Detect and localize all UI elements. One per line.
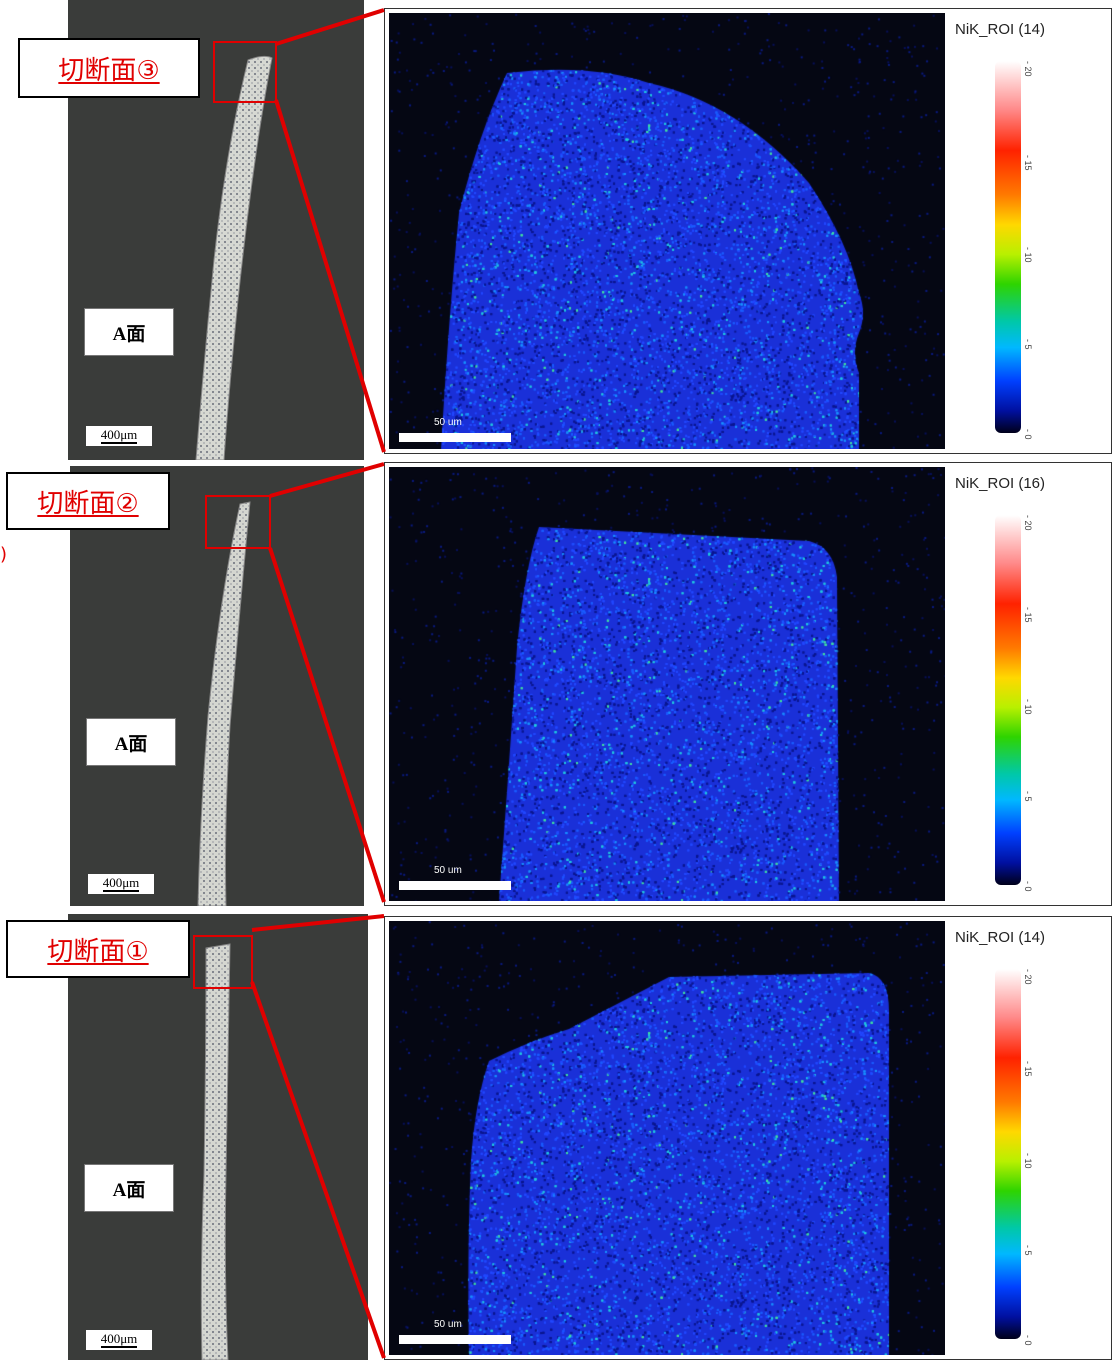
legend-title: NiK_ROI (14) xyxy=(955,929,1046,946)
scale-label: 400μm xyxy=(102,875,140,892)
left-edge-mark: ) xyxy=(0,544,8,565)
section-row-1: A面 400μm 切断面① 50 um NiK_ROI (14) 20 15 1… xyxy=(0,906,1117,1360)
micrograph-scale-bar: 400μm xyxy=(88,874,154,894)
ni-map-image xyxy=(389,467,945,901)
ni-map-image xyxy=(389,921,945,1355)
colorbar-tick: 0 xyxy=(1023,881,1033,892)
micrograph: A面 400μm xyxy=(70,466,364,906)
map-scale-label: 50 um xyxy=(434,865,462,876)
legend-title: NiK_ROI (14) xyxy=(955,21,1046,38)
colorbar-tick: 15 xyxy=(1023,1061,1033,1077)
colorbar-tick: 0 xyxy=(1023,1335,1033,1346)
wire-specimen-image xyxy=(193,935,253,1360)
face-a-label: A面 xyxy=(86,718,176,766)
cross-section-tag: 切断面① xyxy=(6,920,190,978)
ni-k-map: 50 um xyxy=(389,921,945,1355)
map-scale-label: 50 um xyxy=(434,1319,462,1330)
legend-title: NiK_ROI (16) xyxy=(955,475,1046,492)
micrograph-scale-bar: 400μm xyxy=(86,1330,152,1350)
wire-specimen-image xyxy=(195,41,277,460)
colorbar-tick: 15 xyxy=(1023,607,1033,623)
wire-specimen-image xyxy=(197,495,271,906)
scale-label: 400μm xyxy=(100,1331,138,1348)
colorbar xyxy=(995,515,1021,885)
map-scale-bar xyxy=(399,433,511,442)
colorbar xyxy=(995,969,1021,1339)
colorbar-tick: 0 xyxy=(1023,429,1033,440)
map-scale-bar xyxy=(399,1335,511,1344)
eds-map-panel: 50 um NiK_ROI (16) 20 15 10 5 0 xyxy=(384,462,1112,906)
colorbar-tick: 20 xyxy=(1023,969,1033,985)
section-row-2: A面 400μm 切断面② 50 um NiK_ROI (16) 20 15 1… xyxy=(0,460,1117,906)
colorbar-tick: 5 xyxy=(1023,791,1033,802)
cross-section-tag: 切断面③ xyxy=(18,38,200,98)
colorbar-tick: 10 xyxy=(1023,1153,1033,1169)
eds-map-panel: 50 um NiK_ROI (14) 20 15 10 5 0 xyxy=(384,916,1112,1360)
cross-section-tag: 切断面② xyxy=(6,472,170,530)
scale-label: 400μm xyxy=(100,427,138,444)
colorbar-tick: 15 xyxy=(1023,155,1033,171)
colorbar-tick: 10 xyxy=(1023,247,1033,263)
colorbar-tick: 20 xyxy=(1023,61,1033,77)
eds-map-panel: 50 um NiK_ROI (14) 20 15 10 5 0 xyxy=(384,8,1112,454)
map-scale-bar xyxy=(399,881,511,890)
ni-k-map: 50 um xyxy=(389,13,945,449)
section-row-3: A面 400μm 切断面③ 50 um NiK_ROI (14) 20 15 1… xyxy=(0,0,1117,460)
map-scale-label: 50 um xyxy=(434,417,462,428)
colorbar-tick: 5 xyxy=(1023,1245,1033,1256)
colorbar-tick: 5 xyxy=(1023,339,1033,350)
micrograph: A面 400μm xyxy=(68,914,368,1360)
ni-k-map: 50 um xyxy=(389,467,945,901)
micrograph-scale-bar: 400μm xyxy=(86,426,152,446)
face-a-label: A面 xyxy=(84,308,174,356)
colorbar-tick: 20 xyxy=(1023,515,1033,531)
face-a-label: A面 xyxy=(84,1164,174,1212)
ni-map-image xyxy=(389,13,945,449)
colorbar xyxy=(995,61,1021,433)
colorbar-tick: 10 xyxy=(1023,699,1033,715)
